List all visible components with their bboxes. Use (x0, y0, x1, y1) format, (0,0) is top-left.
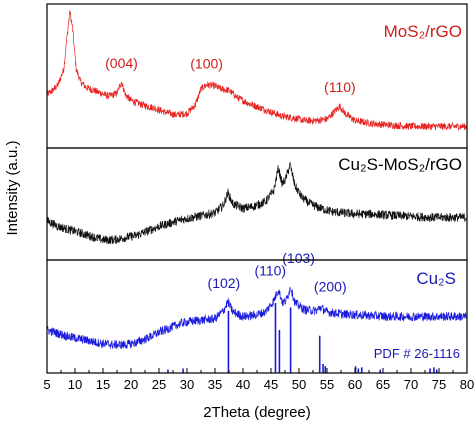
x-tick-label: 75 (432, 377, 446, 392)
frame-layer (46, 3, 468, 374)
x-axis-title: 2Theta (degree) (203, 404, 311, 421)
x-tick-label: 15 (96, 377, 110, 392)
pattern-line (46, 10, 468, 131)
y-axis-title: Intensity (a.u.) (4, 140, 21, 235)
panel-label: MoS₂/rGO (384, 22, 462, 41)
reference-label: PDF # 26-1116 (374, 346, 460, 361)
peak-label: (200) (314, 278, 347, 294)
x-tick-label: 35 (208, 377, 222, 392)
x-tick-label: 50 (292, 377, 306, 392)
x-tick-label: 5 (43, 377, 50, 392)
peak-label: (103) (282, 250, 315, 266)
x-tick-label: 55 (320, 377, 334, 392)
peak-label: (100) (190, 56, 223, 72)
panel-1: MoS₂/rGO(002)(004)(100)(110) (46, 10, 468, 131)
peak-label: (110) (324, 79, 356, 95)
panels-layer: MoS₂/rGO(002)(004)(100)(110)Cu₂S-MoS₂/rG… (46, 10, 468, 373)
panel-2: Cu₂S-MoS₂/rGO (46, 155, 468, 245)
x-tick-label: 30 (180, 377, 194, 392)
pattern-line (46, 161, 468, 245)
x-tick-label: 25 (152, 377, 166, 392)
peak-label: (102) (208, 275, 241, 291)
ticks-layer: 5 10 15 20 25 30 35 40 45 50 55 60 65 70 75 80 (43, 368, 474, 392)
pattern-line (46, 286, 468, 350)
x-tick-label: 70 (404, 377, 418, 392)
panel-label: Cu₂S (416, 269, 456, 288)
x-tick-label: 20 (124, 377, 138, 392)
panel-3: Cu₂S (102) (110)(103) (200) PDF # 26-1116 (46, 250, 468, 373)
peak-label: (004) (105, 55, 138, 71)
peak-label: (110) (254, 262, 286, 278)
x-tick-label: 45 (264, 377, 278, 392)
x-tick-label: 65 (376, 377, 390, 392)
x-tick-label: 60 (348, 377, 362, 392)
x-tick-label: 40 (236, 377, 250, 392)
x-tick-label: 10 (68, 377, 82, 392)
panel-label: Cu₂S-MoS₂/rGO (338, 155, 462, 174)
x-tick-label: 80 (460, 377, 474, 392)
